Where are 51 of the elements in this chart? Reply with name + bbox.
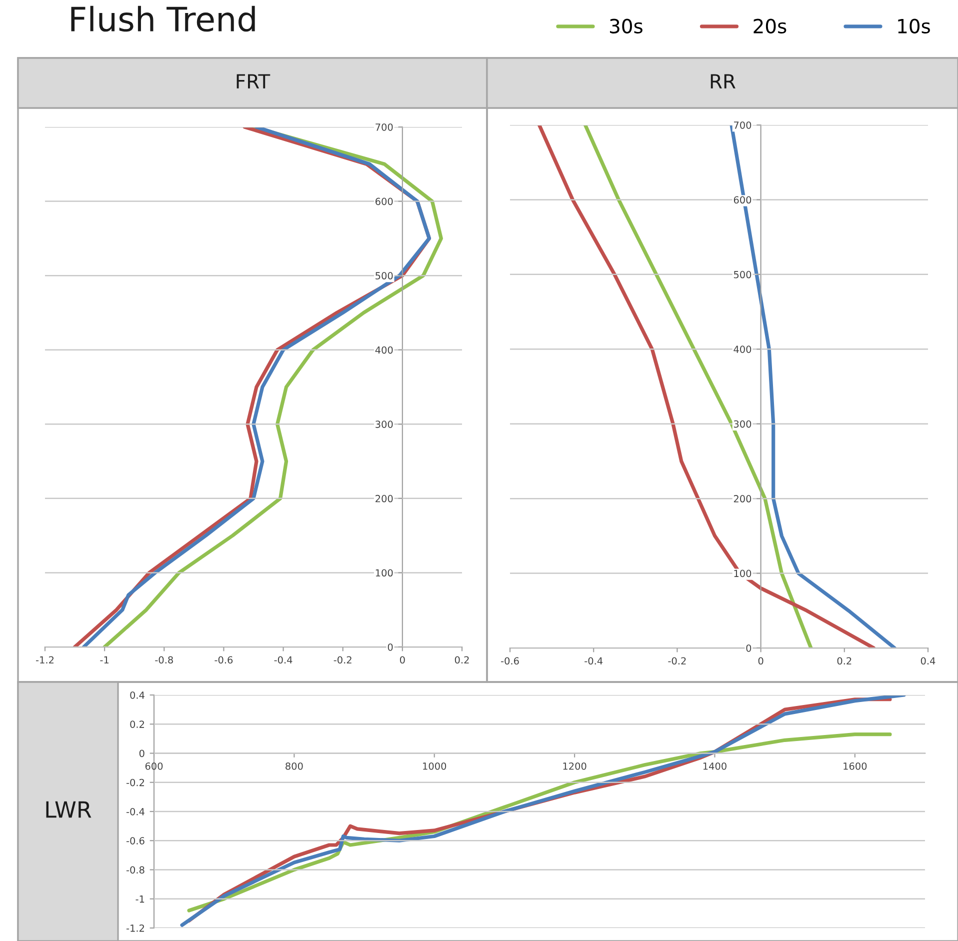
y-tick-label: -0.6 [126,837,144,844]
legend-label: 20s [754,18,786,34]
x-tick-label: 1600 [844,762,867,770]
y-tick-label: 0 [388,643,393,651]
y-tick-label: 500 [734,270,752,278]
y-tick-label: -0.8 [126,866,144,874]
x-tick-label: -0.2 [334,656,352,664]
x-tick-label: 0.4 [920,657,936,665]
y-tick-label: 700 [734,121,752,129]
x-tick-label: 800 [286,762,303,770]
y-tick-label: 600 [376,198,393,206]
x-tick-label: 1400 [703,762,726,770]
y-tick-label: 0 [139,750,144,758]
x-tick-label: -0.8 [155,656,173,664]
x-tick-label: -1 [100,656,109,664]
y-tick-label: 0 [746,644,752,652]
y-tick-label: 200 [376,494,393,502]
y-tick-label: 300 [376,420,393,428]
y-tick-label: 300 [734,420,752,428]
y-tick-label: 0.2 [130,720,144,728]
x-tick-label: 1200 [563,762,586,770]
chart-title: FRT [236,74,270,88]
y-tick-label: 100 [376,569,393,577]
x-tick-label: 0 [758,657,764,665]
y-tick-label: -1 [136,895,144,903]
x-tick-label: 0.2 [454,656,469,664]
x-tick-label: -0.6 [214,656,233,664]
y-tick-label: -0.2 [126,778,144,786]
y-tick-label: 700 [376,123,393,131]
text: LWR [46,801,92,818]
y-tick-label: 0.4 [130,691,144,699]
x-tick-label: 0 [400,656,405,664]
y-tick-label: 200 [734,495,752,502]
y-tick-label: -1.2 [126,924,144,932]
x-tick-label: -0.4 [274,656,292,664]
x-tick-label: 0.2 [837,657,852,665]
x-tick-label: -0.2 [668,657,686,665]
legend-label: 10s [898,18,930,34]
y-tick-label: 400 [734,346,752,353]
x-tick-label: -1.2 [36,656,54,664]
y-tick-label: -0.4 [126,808,144,816]
chart-title: RR [710,74,736,88]
x-tick-label: -0.6 [500,657,519,665]
legend-label: 30s [610,18,642,34]
y-tick-label: 100 [734,570,752,578]
x-tick-label: 1000 [423,762,446,770]
text: Flush Trend [71,6,255,32]
x-tick-label: 600 [145,762,163,770]
y-tick-label: 500 [376,272,393,280]
y-tick-label: 400 [375,346,393,354]
x-tick-label: -0.4 [584,657,603,665]
